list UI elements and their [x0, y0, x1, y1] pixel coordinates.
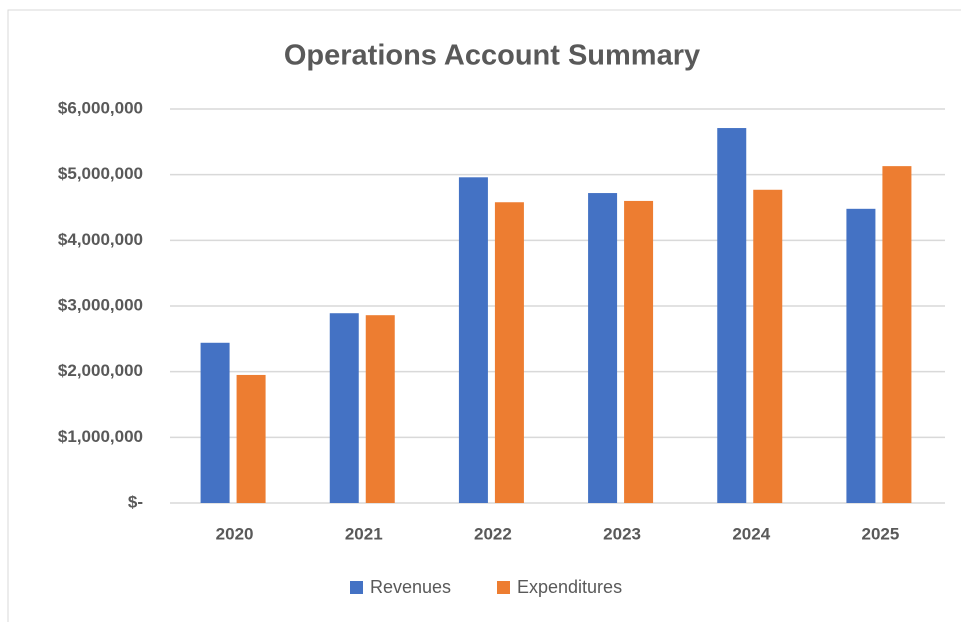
- bar: [717, 128, 747, 503]
- bar: [200, 342, 230, 503]
- bar: [494, 202, 524, 503]
- bar: [753, 189, 783, 503]
- y-tick-label: $6,000,000: [58, 98, 143, 117]
- x-tick-label: 2025: [862, 524, 900, 543]
- bar: [329, 313, 359, 503]
- legend-label: Revenues: [370, 577, 451, 597]
- legend-label: Expenditures: [517, 577, 622, 597]
- x-tick-label: 2021: [345, 524, 383, 543]
- bar: [588, 193, 618, 503]
- y-tick-label: $4,000,000: [58, 230, 143, 249]
- bar: [365, 315, 395, 503]
- y-tick-label: $5,000,000: [58, 164, 143, 183]
- bar: [458, 177, 488, 503]
- bar: [882, 166, 912, 503]
- y-tick-label: $3,000,000: [58, 295, 143, 314]
- chart-border: [7, 9, 961, 627]
- x-tick-label: 2023: [603, 524, 641, 543]
- legend-swatch: [497, 581, 510, 594]
- x-tick-label: 2020: [216, 524, 254, 543]
- legend-swatch: [350, 581, 363, 594]
- y-tick-label: $-: [128, 492, 143, 511]
- bar: [624, 200, 654, 503]
- y-tick-label: $1,000,000: [58, 427, 143, 446]
- bar: [846, 208, 876, 503]
- bar: [236, 374, 266, 503]
- x-tick-label: 2024: [732, 524, 770, 543]
- chart-title: Operations Account Summary: [284, 40, 700, 72]
- y-tick-label: $2,000,000: [58, 361, 143, 380]
- x-tick-label: 2022: [474, 524, 512, 543]
